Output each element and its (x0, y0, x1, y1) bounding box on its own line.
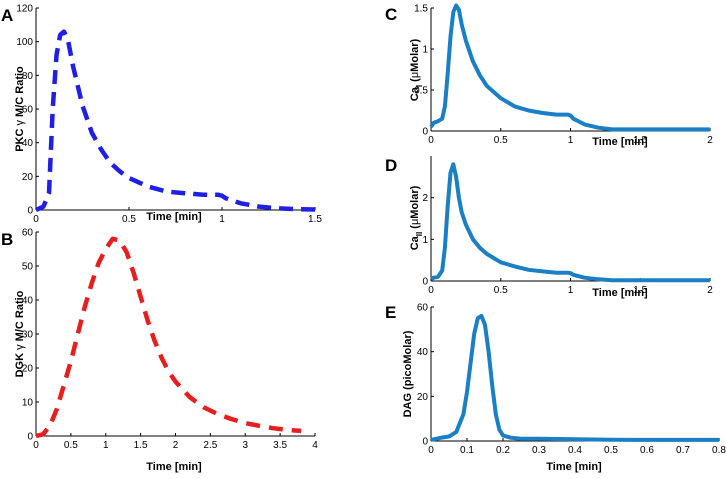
x-tick-label: 0.3 (532, 445, 546, 456)
y-tick-label: 20 (22, 364, 34, 375)
y-axis-label: DAG (picoMolar) (402, 330, 414, 417)
x-axis-label: Time [min] (146, 461, 202, 473)
x-tick-label: 2.5 (203, 440, 217, 451)
x-tick-label: 3.5 (273, 440, 287, 451)
y-tick-label: 2 (422, 193, 428, 204)
panel-d: 0 1 2 0 0.5 1 1.5 2 Time [min] CaII (μMolar) D (385, 156, 713, 299)
x-tick-label: 0 (428, 285, 434, 296)
y-tick-label: 40 (417, 347, 429, 358)
series-line (430, 313, 719, 442)
x-axis-label: Time [min] (546, 461, 602, 473)
x-axis-label: Time [min] (592, 287, 648, 299)
x-tick-label: 2 (707, 135, 713, 146)
y-axis-label: PKC γ M/C Ratio (14, 66, 26, 152)
series-line (35, 236, 302, 439)
x-tick-label: 1.5 (308, 214, 322, 225)
x-tick-label: 0.5 (604, 445, 618, 456)
x-tick-label: 0.8 (712, 445, 726, 456)
y-tick-label: 0 (422, 127, 428, 138)
y-axis-label: CaI (μMolar) (409, 38, 424, 101)
x-tick-label: 1.5 (633, 135, 647, 146)
x-tick-label: 0.5 (64, 440, 78, 451)
x-axis-label: Time [min] (592, 136, 648, 148)
x-axis-label: Time [min] (146, 211, 202, 223)
y-tick-label: 0.5 (414, 86, 428, 97)
y-tick-label: 20 (417, 392, 429, 403)
y-tick-label: 0 (422, 437, 428, 448)
y-tick-label: 0 (27, 432, 33, 443)
panel-label: E (385, 303, 396, 322)
x-tick-label: 0.4 (568, 445, 582, 456)
y-tick-label: 0 (27, 206, 33, 217)
y-tick-label: 60 (22, 228, 34, 239)
x-tick-label: 1.5 (633, 285, 647, 296)
x-tick-label: 2 (173, 440, 179, 451)
y-tick-label: 20 (22, 172, 34, 183)
y-tick-label: 0 (422, 277, 428, 288)
y-tick-label: 50 (22, 262, 34, 273)
panel-a: 0 20 40 60 80 100 120 0 0.5 1 1.5 Time [min] PKC γ M… (1, 4, 322, 226)
x-tick-label: 1 (219, 214, 225, 225)
series-line (35, 29, 316, 213)
y-tick-label: 30 (22, 330, 34, 341)
y-tick-label: 10 (22, 398, 34, 409)
panel-label: C (385, 5, 397, 24)
x-tick-label: 1 (103, 440, 109, 451)
y-tick-label: 120 (16, 4, 33, 15)
x-tick-label: 0 (428, 135, 434, 146)
y-tick-label: 60 (417, 303, 429, 314)
panel-c: 0 0.5 1 1.5 0 0.5 1 1.5 2 Time [min] CaI (μMolar) C (385, 3, 713, 148)
y-tick-label: 60 (22, 105, 34, 116)
x-tick-label: 0 (33, 214, 39, 225)
x-tick-label: 0 (428, 445, 434, 456)
y-tick-label: 1 (422, 45, 428, 56)
panel-label: D (385, 156, 397, 175)
x-tick-label: 1 (568, 285, 574, 296)
y-tick-label: 40 (22, 296, 34, 307)
y-tick-label: 40 (22, 138, 34, 149)
x-tick-label: 0.7 (676, 445, 690, 456)
y-tick-label: 1 (422, 235, 428, 246)
x-tick-label: 0.5 (494, 285, 508, 296)
panel-label: A (1, 6, 13, 25)
x-tick-label: 0.5 (122, 214, 136, 225)
x-tick-label: 4 (312, 440, 318, 451)
series-line (430, 162, 710, 283)
x-tick-label: 0.1 (460, 445, 474, 456)
x-tick-label: 3 (242, 440, 248, 451)
y-axis-label: CaII (μMolar) (409, 185, 424, 250)
y-tick-label: 80 (22, 71, 34, 82)
x-tick-label: 1.5 (134, 440, 148, 451)
x-tick-label: 0.6 (640, 445, 654, 456)
x-tick-label: 0.2 (496, 445, 510, 456)
panel-e: 0 20 40 60 0 0.1 0.2 0.3 0.4 0.5 0.6 0.7 0.8 Time [mi… (385, 303, 726, 474)
x-tick-label: 0 (33, 440, 39, 451)
y-tick-label: 1.5 (414, 4, 428, 15)
series-line (429, 3, 710, 132)
x-tick-label: 0.5 (494, 135, 508, 146)
x-tick-label: 2 (707, 285, 713, 296)
x-tick-label: 1 (568, 135, 574, 146)
y-tick-label: 100 (16, 37, 33, 48)
y-axis-label: DGK γ M/C Ratio (14, 290, 26, 377)
panel-label: B (1, 230, 13, 249)
panel-b: 0 10 20 30 40 50 60 0 0.5 1 1.5 2 2.5 3 3.5 4 Time [min]… (1, 228, 318, 474)
